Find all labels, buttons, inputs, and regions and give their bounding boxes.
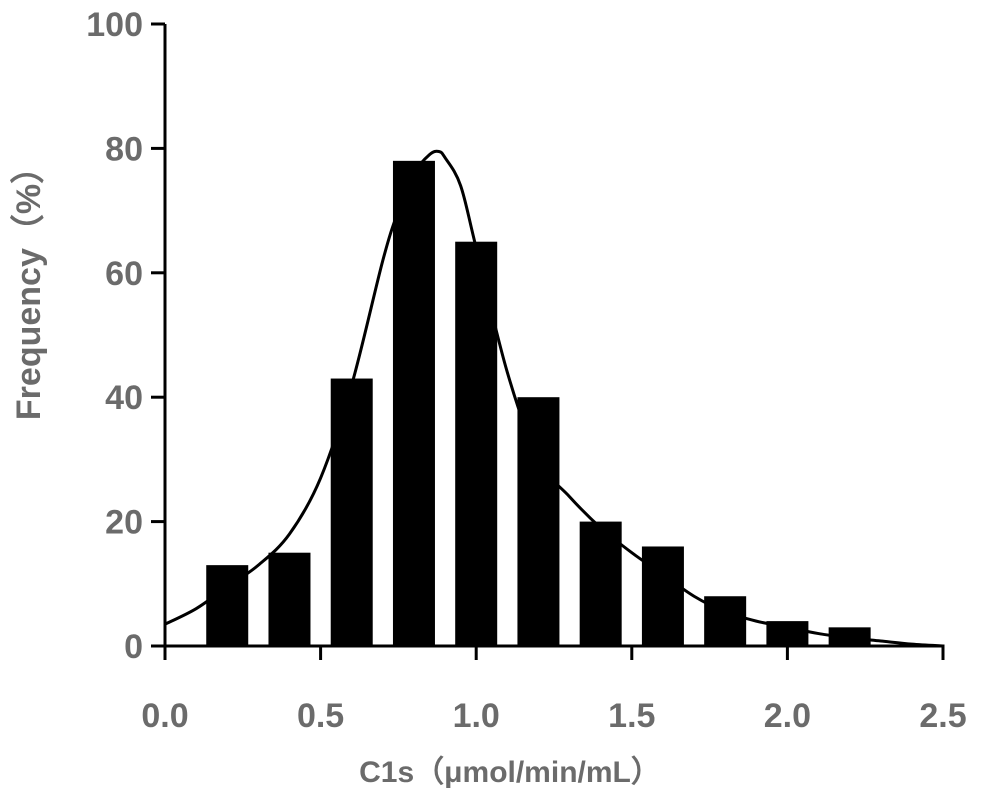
bar xyxy=(455,241,498,646)
x-ticks: 0.0 0.5 1.0 1.5 2.0 2.5 xyxy=(141,646,967,735)
bar xyxy=(579,521,622,646)
y-tick-label: 20 xyxy=(105,504,143,542)
y-tick-label: 40 xyxy=(105,379,143,417)
y-axis-label: Frequency（%） xyxy=(9,150,48,420)
y-ticks: 0 20 40 60 80 100 xyxy=(86,6,165,666)
fit-curve xyxy=(164,149,944,648)
y-tick-label: 60 xyxy=(105,255,143,293)
bar xyxy=(641,546,684,646)
x-tick-label: 0.5 xyxy=(297,697,344,735)
bar xyxy=(330,378,373,646)
x-tick-label: 1.0 xyxy=(453,697,500,735)
bar xyxy=(392,160,435,646)
y-tick-label: 100 xyxy=(86,6,143,44)
y-tick-label: 80 xyxy=(105,130,143,168)
y-tick-label: 0 xyxy=(124,628,143,666)
x-tick-label: 2.5 xyxy=(919,697,966,735)
x-axis-label: C1s（μmol/min/mL） xyxy=(359,755,661,789)
x-tick-label: 0.0 xyxy=(141,697,188,735)
x-tick-label: 1.5 xyxy=(608,697,655,735)
bars xyxy=(206,160,871,646)
bar xyxy=(268,552,311,646)
x-tick-label: 2.0 xyxy=(764,697,811,735)
bar xyxy=(517,397,560,646)
